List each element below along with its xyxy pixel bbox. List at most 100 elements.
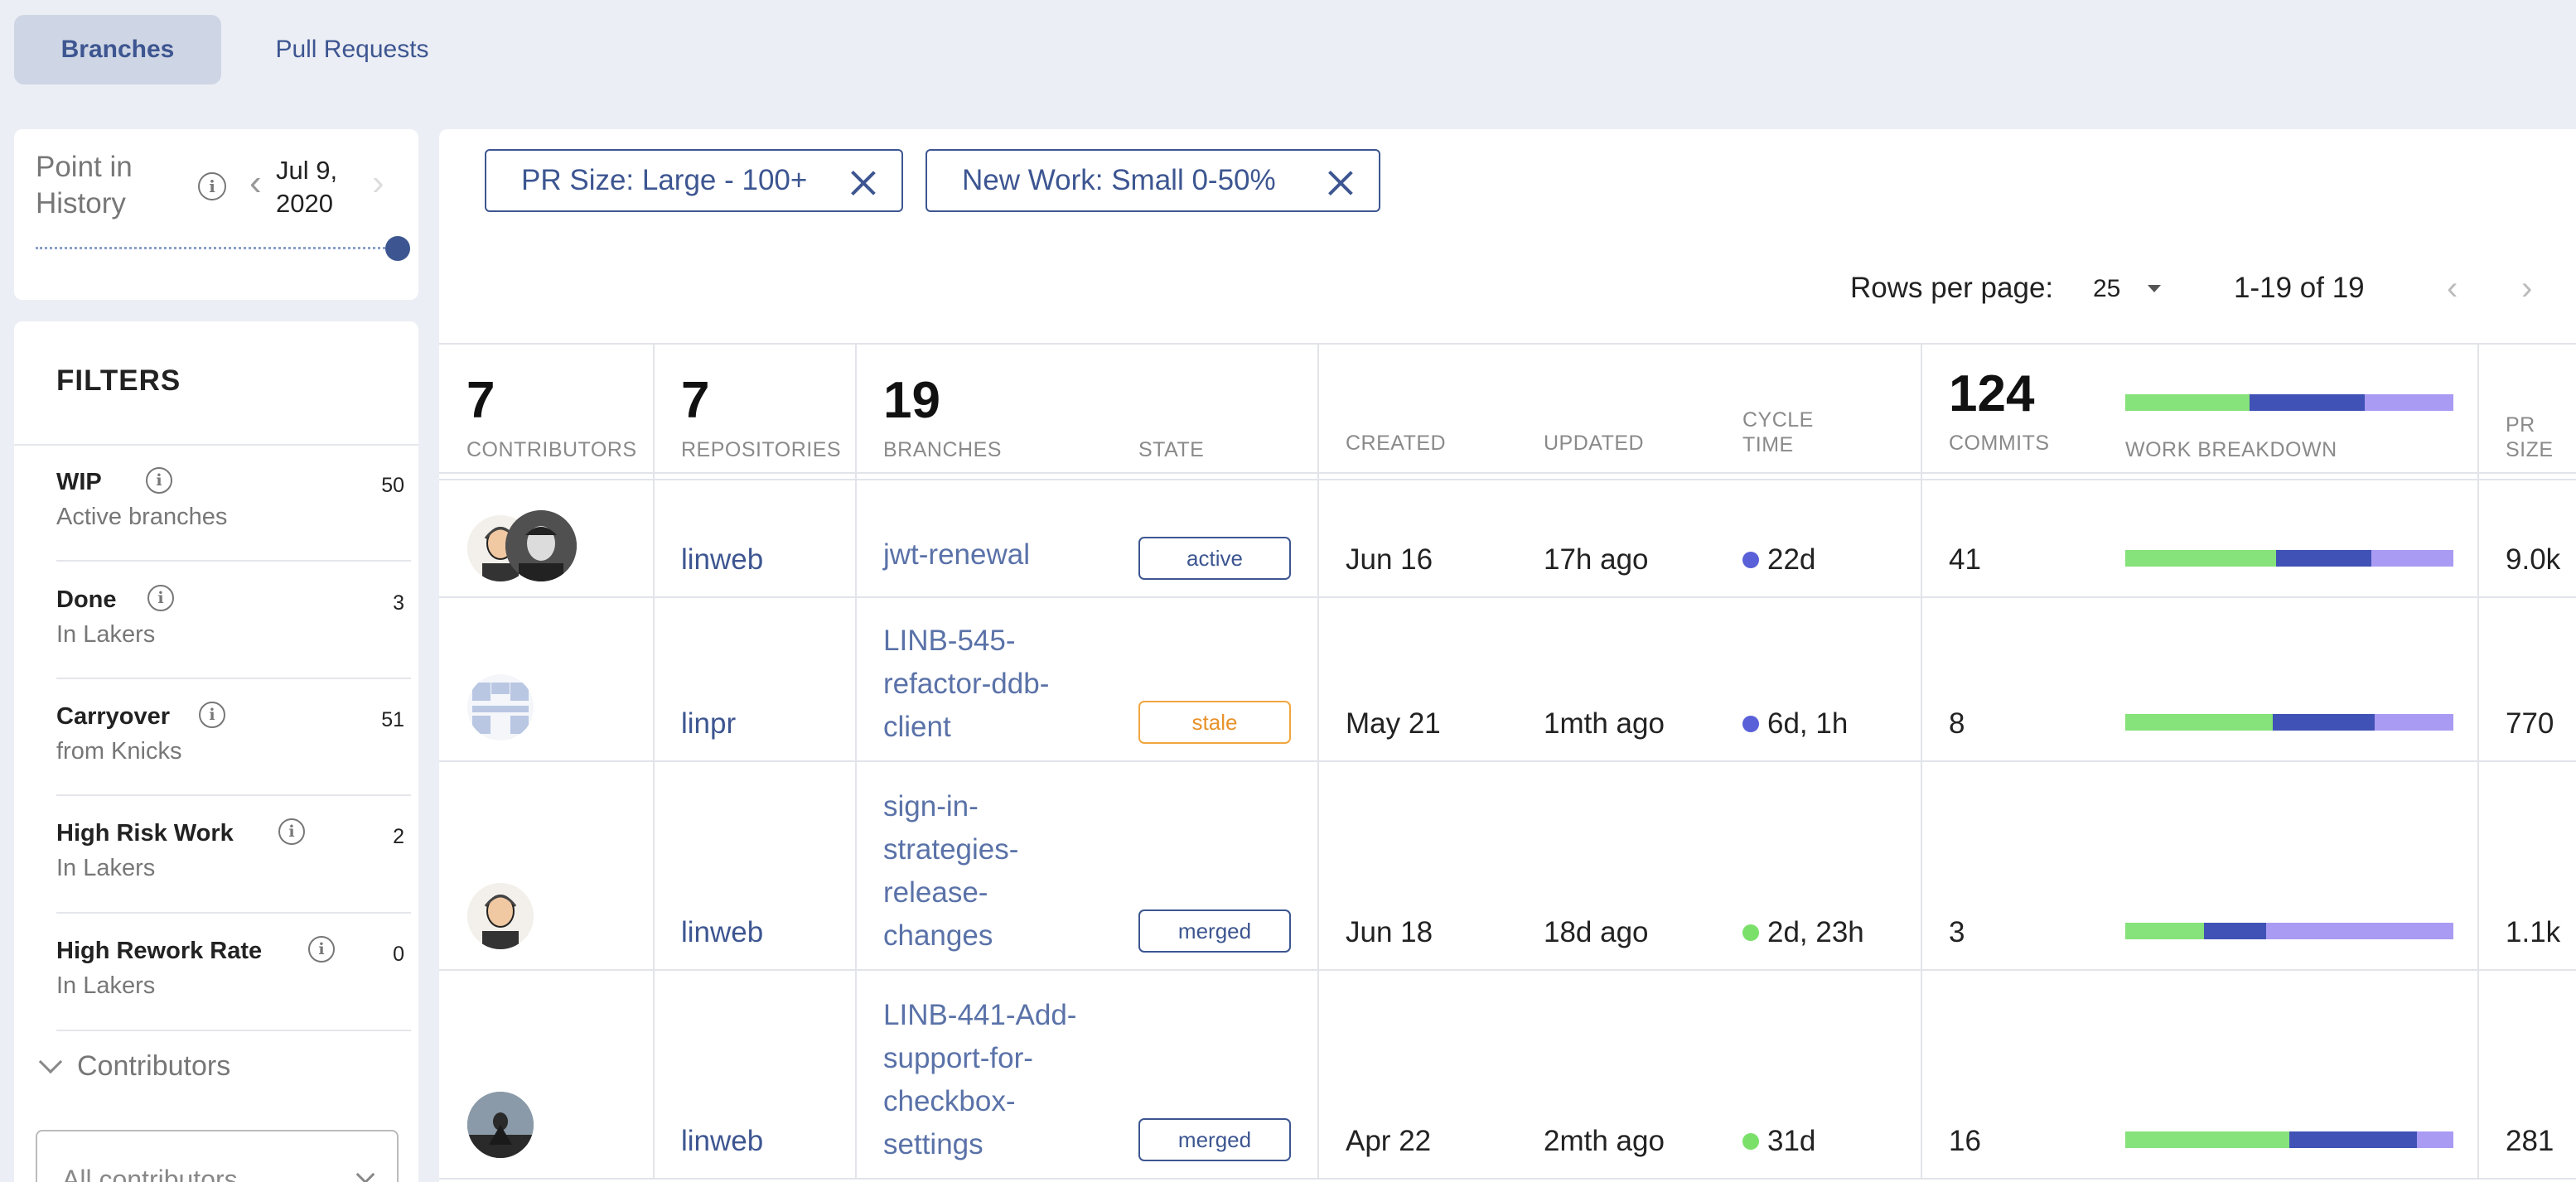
filter-done[interactable]: Done i In Lakers 3 [56, 562, 404, 678]
rework-segment [2266, 923, 2453, 939]
updated-date: 17h ago [1544, 543, 1649, 576]
branch-line: support-for- [883, 1042, 1033, 1074]
branch-line: settings [883, 1128, 984, 1160]
branch-line: strategies- [883, 833, 1019, 866]
caret-down-icon [2148, 285, 2161, 292]
info-icon[interactable]: i [198, 172, 226, 200]
pr-size-value: 1.1k [2506, 916, 2561, 948]
point-in-history-card: Point in History i ‹ Jul 9, 2020 › [14, 129, 418, 300]
updated-date: 2mth ago [1544, 1125, 1665, 1157]
refactor-segment [2273, 714, 2375, 731]
branch-link[interactable]: LINB-545- refactor-ddb- client [883, 620, 1099, 749]
divider [439, 1178, 2576, 1180]
repo-link[interactable]: linweb [681, 916, 764, 948]
work-breakdown-summary-bar [2125, 394, 2453, 411]
cycle-status-dot [1742, 1133, 1759, 1150]
refactor-segment [2289, 1131, 2418, 1148]
refactor-segment [2276, 550, 2371, 567]
info-icon[interactable]: i [308, 936, 335, 962]
contributors-select[interactable]: All contributors [36, 1130, 399, 1182]
tab-branches[interactable]: Branches [14, 15, 221, 84]
info-icon[interactable]: i [146, 467, 172, 494]
commits-value: 3 [1949, 916, 1965, 948]
filter-wip[interactable]: WIP i Active branches 50 [56, 444, 404, 560]
history-slider-handle[interactable] [385, 236, 410, 261]
filter-subtitle: In Lakers [56, 855, 156, 881]
filter-subtitle: In Lakers [56, 621, 156, 648]
divider [439, 969, 2576, 971]
new-work-segment [2125, 1131, 2289, 1148]
filter-high-rework-rate[interactable]: High Rework Rate i In Lakers 0 [56, 913, 404, 1029]
divider [1921, 343, 1922, 1180]
created-date: May 21 [1346, 707, 1441, 740]
divider [439, 472, 2576, 474]
work-breakdown-bar [2125, 714, 2453, 731]
repo-link[interactable]: linweb [681, 543, 764, 576]
commits-header: COMMITS [1949, 432, 2050, 455]
rows-per-page-value: 25 [2093, 275, 2121, 302]
status-badge: active [1138, 537, 1291, 580]
close-icon[interactable] [850, 169, 877, 195]
repo-link[interactable]: linpr [681, 707, 737, 740]
status-badge: stale [1138, 701, 1291, 744]
cycle-status-dot [1742, 716, 1759, 732]
branches-count: 19 [883, 372, 940, 429]
history-slider-track[interactable] [36, 247, 400, 250]
rework-segment [2374, 714, 2453, 731]
branch-link[interactable]: jwt-renewal [883, 538, 1030, 571]
repo-link[interactable]: linweb [681, 1125, 764, 1157]
filter-subtitle: In Lakers [56, 972, 156, 999]
chip-label: New Work: Small 0-50% [962, 164, 1276, 196]
filter-carryover[interactable]: Carryover i from Knicks 51 [56, 678, 404, 794]
repositories-header: REPOSITORIES [681, 438, 842, 461]
close-icon[interactable] [1327, 169, 1354, 195]
divider [56, 678, 411, 679]
info-icon[interactable]: i [199, 702, 225, 728]
divider [14, 444, 418, 446]
cycle-time-value: 2d, 23h [1767, 916, 1864, 948]
divider [653, 343, 655, 1180]
divider [56, 560, 411, 562]
identicon-avatar-icon [467, 674, 534, 741]
info-icon[interactable]: i [278, 818, 305, 845]
filter-count: 0 [393, 943, 404, 966]
chevron-left-icon[interactable]: ‹ [249, 162, 262, 203]
divider [439, 343, 2576, 345]
main-panel: PR Size: Large - 100+ New Work: Small 0-… [439, 129, 2576, 1182]
new-work-segment [2125, 714, 2274, 731]
chevron-left-icon[interactable]: ‹ [2447, 270, 2458, 306]
status-badge: merged [1138, 1118, 1291, 1161]
branches-header: BRANCHES [883, 438, 1002, 461]
history-date: Jul 9, 2020 [276, 156, 338, 218]
branch-line: checkbox- [883, 1085, 1016, 1117]
branch-line: sign-in- [883, 790, 979, 823]
cycle-time-header-line2: TIME [1742, 433, 1794, 456]
cycle-time: 2d, 23h [1742, 916, 1864, 949]
divider [855, 343, 857, 1180]
branch-line: client [883, 711, 951, 743]
cycle-time-value: 31d [1767, 1125, 1816, 1157]
cycle-status-dot [1742, 924, 1759, 941]
rework-segment [2365, 394, 2453, 411]
rework-segment [2417, 1131, 2453, 1148]
divider [56, 912, 411, 914]
info-icon[interactable]: i [147, 585, 174, 611]
pagination-range: 1-19 of 19 [2234, 272, 2365, 304]
filter-high-risk-work[interactable]: High Risk Work i In Lakers 2 [56, 795, 404, 911]
contributors-select-value: All contributors [62, 1165, 238, 1182]
tab-pull-requests[interactable]: Pull Requests [275, 36, 429, 63]
chevron-right-icon[interactable]: › [372, 162, 384, 203]
updated-date: 18d ago [1544, 916, 1649, 948]
work-breakdown-header: WORK BREAKDOWN [2125, 438, 2337, 461]
chevron-right-icon[interactable]: › [2521, 270, 2533, 306]
created-date: Jun 16 [1346, 543, 1433, 576]
filter-chip-new-work: New Work: Small 0-50% [926, 149, 1380, 212]
contributors-toggle[interactable]: Contributors [38, 1049, 230, 1083]
pr-size-header-line2: SIZE [2506, 438, 2554, 461]
branch-link[interactable]: LINB-441-Add- support-for- checkbox- set… [883, 994, 1099, 1166]
new-work-segment [2125, 394, 2250, 411]
branch-link[interactable]: sign-in- strategies- release- changes [883, 785, 1099, 958]
filter-count: 50 [381, 474, 404, 497]
pr-size-value: 9.0k [2506, 543, 2561, 576]
rows-per-page-select[interactable]: 25 [2093, 275, 2161, 303]
